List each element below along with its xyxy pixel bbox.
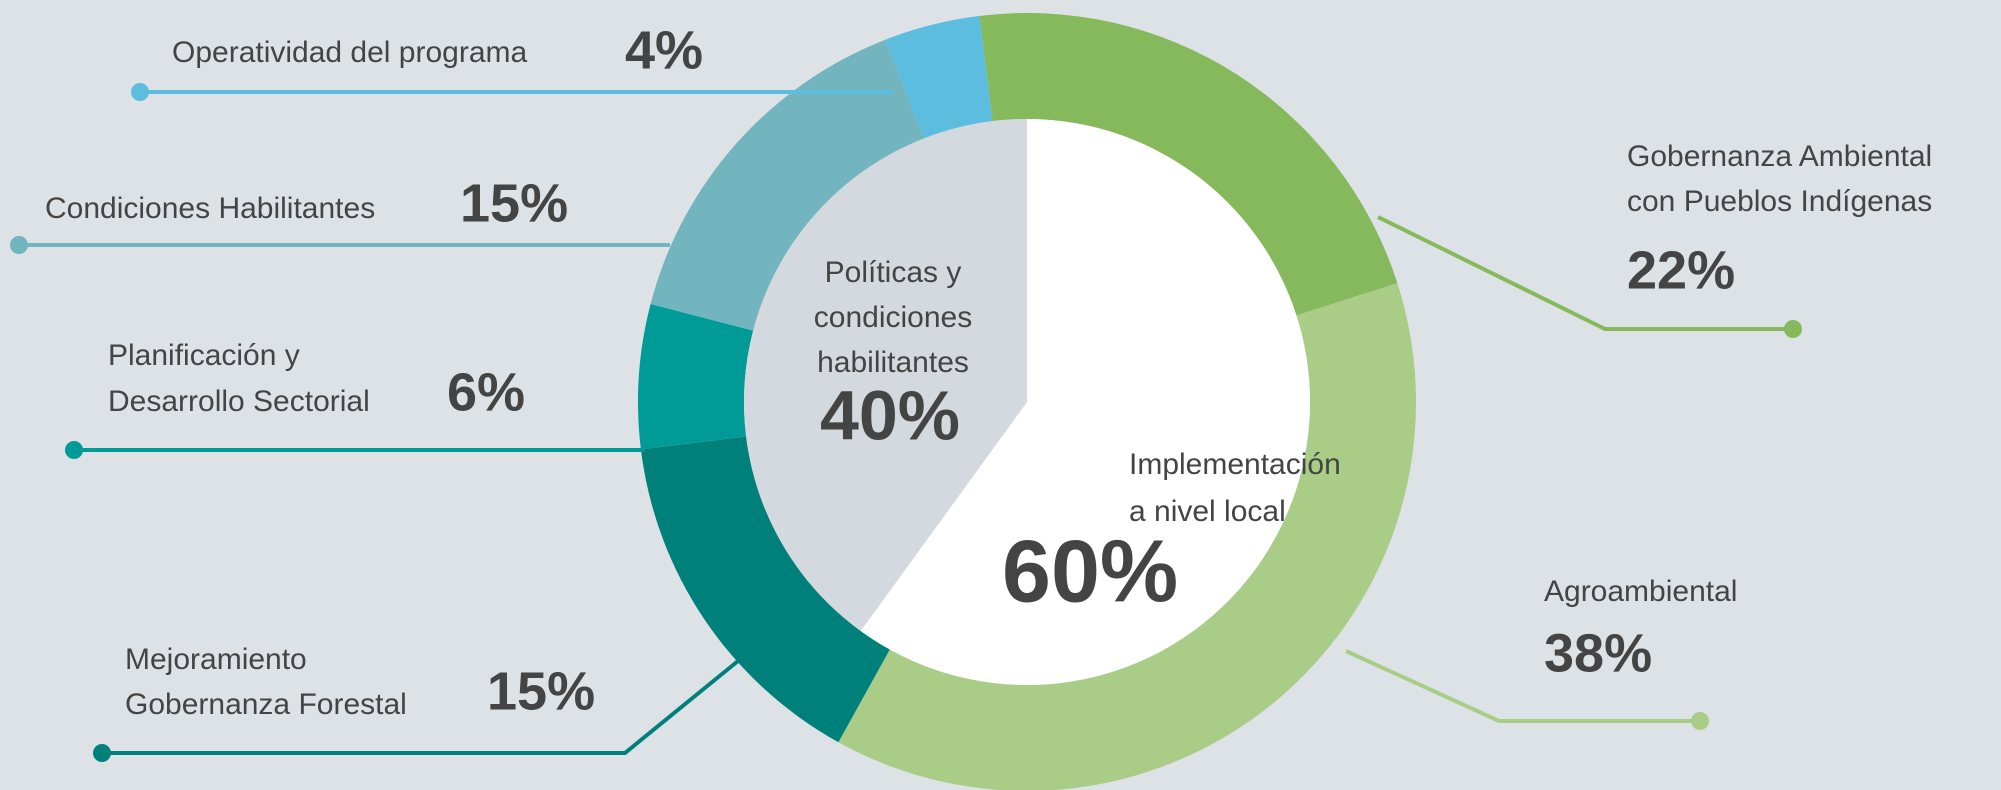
- inner-label: a nivel local: [1129, 495, 1286, 528]
- pie-segment: [860, 119, 1311, 685]
- leader-line: [102, 659, 740, 755]
- inner-label: condiciones: [814, 301, 972, 334]
- inner-label: Implementación: [1129, 448, 1341, 481]
- segment-label: Mejoramiento: [125, 643, 307, 676]
- inner-value: 40%: [820, 376, 960, 454]
- ring-segment: [640, 436, 890, 743]
- segment-value: 4%: [625, 20, 703, 80]
- leader-dot: [131, 83, 149, 101]
- segment-label: Operatividad del programa: [172, 36, 528, 69]
- segment-value: 6%: [447, 362, 525, 422]
- segment-label: Gobernanza Forestal: [125, 688, 407, 721]
- inner-label: habilitantes: [817, 346, 969, 379]
- leader-dot: [1784, 320, 1802, 338]
- pie-segment: [744, 119, 1027, 631]
- inner-value: 60%: [1002, 521, 1178, 620]
- inner-label: Políticas y: [825, 256, 962, 289]
- segment-label: Desarrollo Sectorial: [108, 385, 370, 418]
- segment-label: Planificación y: [108, 339, 300, 372]
- leader-line: [1345, 649, 1700, 723]
- segment-label: con Pueblos Indígenas: [1627, 185, 1932, 218]
- ring-segment: [838, 283, 1416, 790]
- leader-dot: [65, 441, 83, 459]
- leader-dot: [10, 236, 28, 254]
- segment-value: 38%: [1544, 623, 1652, 683]
- segment-value: 15%: [487, 661, 595, 721]
- ring-segment: [650, 39, 924, 331]
- segment-value: 22%: [1627, 240, 1735, 300]
- leader-dot: [93, 744, 111, 762]
- ring-segment: [979, 12, 1398, 316]
- ring-segment: [638, 303, 754, 450]
- leader-dot: [1691, 712, 1709, 730]
- ring-segment: [885, 15, 993, 139]
- segment-label: Agroambiental: [1544, 575, 1737, 608]
- segment-label: Condiciones Habilitantes: [45, 192, 375, 225]
- segment-label: Gobernanza Ambiental: [1627, 140, 1932, 173]
- segment-value: 15%: [460, 173, 568, 233]
- leader-line: [1377, 215, 1793, 331]
